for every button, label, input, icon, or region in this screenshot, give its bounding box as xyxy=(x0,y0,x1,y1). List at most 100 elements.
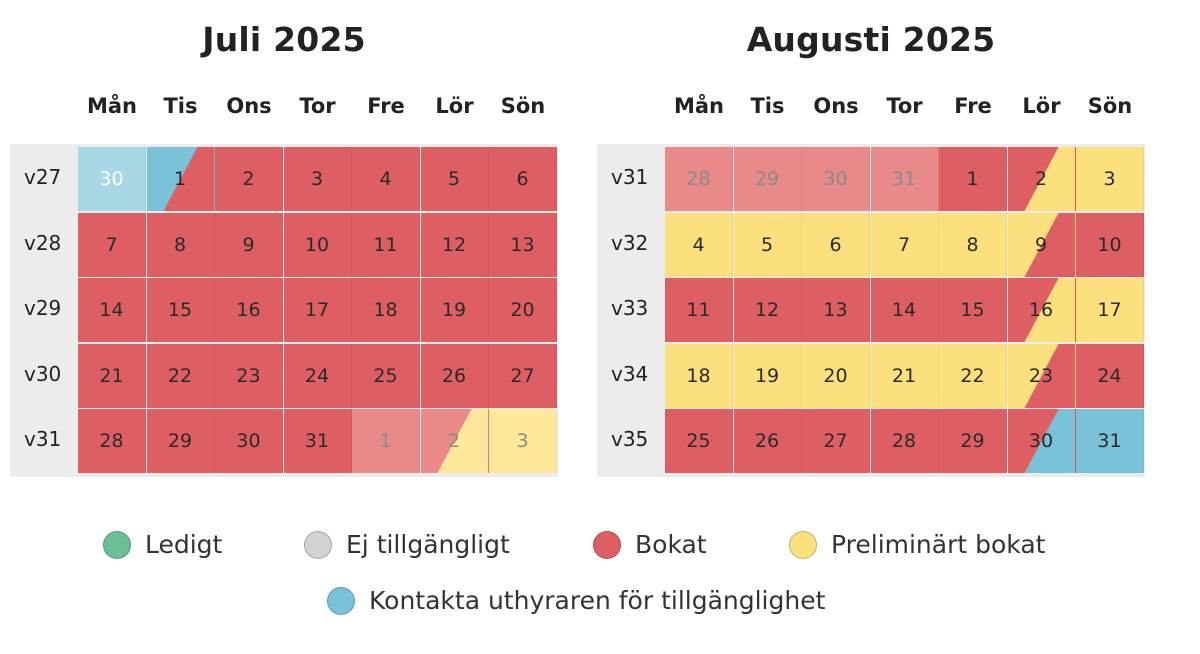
day-cell[interactable]: 31 xyxy=(283,409,352,473)
day-number: 28 xyxy=(686,168,711,190)
day-number: 5 xyxy=(760,233,774,256)
month-title: Augusti 2025 xyxy=(746,20,996,59)
day-cell[interactable]: 3 xyxy=(489,409,557,473)
day-number: 30 xyxy=(823,168,848,190)
day-cell[interactable]: 4 xyxy=(665,212,733,277)
day-cell[interactable]: 24 xyxy=(1076,343,1144,408)
day-cell[interactable]: 8 xyxy=(146,212,215,277)
week-number: v34 xyxy=(611,361,649,386)
day-cell[interactable]: 10 xyxy=(1076,212,1144,277)
day-cell[interactable]: 9 xyxy=(215,212,283,277)
day-number: 30 xyxy=(236,430,261,452)
legend-swatch-icon xyxy=(789,530,817,559)
day-cell[interactable]: 29 xyxy=(733,147,802,211)
day-number: 27 xyxy=(510,364,535,387)
day-cell[interactable]: 18 xyxy=(352,278,420,342)
day-cell[interactable]: 2 xyxy=(1007,147,1076,211)
day-cell[interactable]: 27 xyxy=(489,343,557,408)
day-cell[interactable]: 29 xyxy=(939,409,1007,473)
day-cell[interactable]: 12 xyxy=(733,278,802,342)
week-number: v29 xyxy=(24,296,62,320)
day-cell[interactable]: 1 xyxy=(939,147,1007,211)
day-cell[interactable]: 30 xyxy=(215,409,283,473)
day-cell[interactable]: 23 xyxy=(215,343,283,408)
day-cell[interactable]: 21 xyxy=(78,343,146,408)
day-number: 3 xyxy=(1103,168,1116,190)
day-cell[interactable]: 14 xyxy=(78,278,146,342)
weekday-header: Tor xyxy=(299,94,336,118)
day-number: 14 xyxy=(99,299,124,321)
day-cell[interactable]: 12 xyxy=(420,212,489,277)
weekday-header: Fre xyxy=(367,94,405,118)
day-number: 11 xyxy=(373,233,398,256)
legend-swatch-icon xyxy=(103,530,131,559)
day-cell[interactable]: 27 xyxy=(802,409,870,473)
day-cell[interactable]: 25 xyxy=(665,409,733,473)
weekday-header: Tis xyxy=(750,94,785,118)
week-number: v33 xyxy=(611,296,649,320)
day-cell[interactable]: 30 xyxy=(78,147,146,211)
day-cell[interactable]: 18 xyxy=(665,343,733,408)
day-cell[interactable]: 25 xyxy=(352,343,420,408)
day-number: 13 xyxy=(510,233,535,256)
day-cell[interactable]: 6 xyxy=(802,212,870,277)
day-cell[interactable]: 17 xyxy=(283,278,352,342)
day-cell[interactable]: 15 xyxy=(939,278,1007,342)
day-cell[interactable]: 13 xyxy=(489,212,557,277)
day-cell[interactable]: 23 xyxy=(1007,343,1076,408)
day-cell[interactable]: 31 xyxy=(870,147,939,211)
day-cell[interactable]: 26 xyxy=(420,343,489,408)
legend-label: Ej tillgängligt xyxy=(346,530,510,559)
day-cell[interactable]: 3 xyxy=(283,147,352,211)
day-cell[interactable]: 31 xyxy=(1076,409,1144,473)
day-cell[interactable]: 1 xyxy=(146,147,215,211)
day-cell[interactable]: 24 xyxy=(283,343,352,408)
day-cell[interactable]: 13 xyxy=(802,278,870,342)
week-number: v30 xyxy=(24,361,62,386)
legend-swatch-icon xyxy=(304,530,332,559)
day-cell[interactable]: 2 xyxy=(420,409,489,473)
day-cell[interactable]: 21 xyxy=(870,343,939,408)
day-cell[interactable]: 9 xyxy=(1007,212,1076,277)
day-cell[interactable]: 30 xyxy=(1007,409,1076,473)
day-number: 6 xyxy=(516,168,529,190)
day-number: 24 xyxy=(304,364,330,387)
day-cell[interactable]: 1 xyxy=(352,409,420,473)
day-number: 29 xyxy=(754,168,780,190)
day-cell[interactable]: 5 xyxy=(733,212,802,277)
day-cell[interactable]: 2 xyxy=(215,147,283,211)
day-cell[interactable]: 29 xyxy=(146,409,215,473)
day-cell[interactable]: 7 xyxy=(78,212,146,277)
day-cell[interactable]: 11 xyxy=(665,278,733,342)
day-cell[interactable]: 7 xyxy=(870,212,939,277)
day-cell[interactable]: 28 xyxy=(870,409,939,473)
day-cell[interactable]: 28 xyxy=(78,409,146,473)
day-cell[interactable]: 22 xyxy=(146,343,215,408)
day-cell[interactable]: 19 xyxy=(733,343,802,408)
day-number: 31 xyxy=(1097,430,1122,452)
day-cell[interactable]: 8 xyxy=(939,212,1007,277)
day-cell[interactable]: 11 xyxy=(352,212,420,277)
day-cell[interactable]: 20 xyxy=(802,343,870,408)
day-cell[interactable]: 15 xyxy=(146,278,215,342)
day-cell[interactable]: 5 xyxy=(420,147,489,211)
weekday-header: Ons xyxy=(813,94,859,118)
day-cell[interactable]: 16 xyxy=(1007,278,1076,342)
day-cell[interactable]: 3 xyxy=(1076,147,1144,211)
day-cell[interactable]: 10 xyxy=(283,212,352,277)
day-cell[interactable]: 4 xyxy=(352,147,420,211)
day-number: 1 xyxy=(173,168,187,190)
month-august: Augusti 2025 Mån Tis Ons Tor Fre Lör Sön v31 28 29… xyxy=(597,0,1145,490)
day-cell[interactable]: 20 xyxy=(489,278,557,342)
day-cell[interactable]: 30 xyxy=(802,147,870,211)
day-cell[interactable]: 22 xyxy=(939,343,1007,408)
day-cell[interactable]: 26 xyxy=(733,409,802,473)
day-cell[interactable]: 28 xyxy=(665,147,733,211)
day-cell[interactable]: 17 xyxy=(1076,278,1144,342)
day-cell[interactable]: 19 xyxy=(420,278,489,342)
day-cell[interactable]: 14 xyxy=(870,278,939,342)
day-cell[interactable]: 16 xyxy=(215,278,283,342)
day-cell[interactable]: 6 xyxy=(489,147,557,211)
day-number: 31 xyxy=(891,168,917,190)
day-number: 30 xyxy=(1028,430,1054,452)
